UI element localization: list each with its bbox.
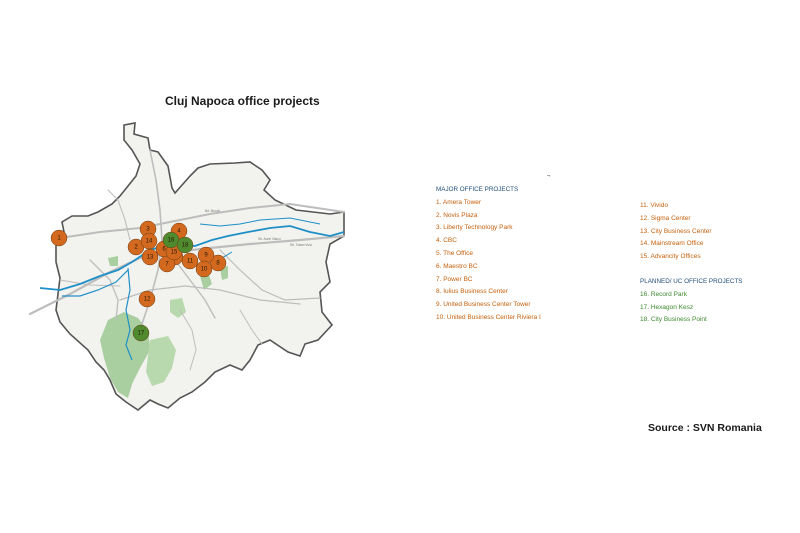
project-marker-16[interactable]: 16 (162, 231, 180, 249)
legend-item: 13. City Business Center (640, 227, 712, 235)
project-marker-10[interactable]: 10 (195, 260, 213, 278)
river-tributary (125, 267, 133, 361)
marker-label: 3 (146, 227, 150, 233)
legend-item: 15. Advancity Offices (640, 253, 701, 261)
legend-item: 9. United Business Center Tower (436, 301, 531, 309)
river-somes (39, 225, 345, 291)
project-marker-17[interactable]: 17 (132, 324, 150, 342)
marker-label: 13 (147, 255, 154, 261)
legend-item: 3. Liberty Technology Park (436, 224, 513, 232)
legend-item: 4. CBC (436, 237, 457, 245)
project-marker-1[interactable]: 1 (50, 229, 68, 247)
marker-label: 6 (162, 247, 166, 253)
road-label: Bd. Muncii (205, 209, 220, 213)
legend-major-right: 11. Vivido 12. Sigma Center 13. City Busin… (640, 200, 712, 264)
project-marker-14[interactable]: 14 (140, 232, 158, 250)
park-area (108, 256, 118, 266)
marker-label: 2 (134, 245, 138, 251)
legend-item: 18. City Business Point (640, 316, 707, 324)
legend-header-major: MAJOR OFFICE PROJECTS (436, 186, 519, 193)
legend-planned: PLANNED/ UC OFFICE PROJECTS 16. Record P… (640, 276, 743, 327)
canal (199, 217, 321, 227)
map-title: Cluj Napoca office projects (165, 94, 320, 108)
marker-circle (50, 229, 68, 247)
marker-label: 4 (177, 229, 181, 235)
marker-label: 9 (204, 253, 208, 259)
marker-label: 15 (171, 250, 178, 256)
road-label: Str. Traian Vuia (290, 243, 312, 247)
project-marker-11[interactable]: 11 (181, 252, 199, 270)
legend-item: 17. Hexagon Kesz (640, 303, 694, 311)
marker-circle (181, 252, 199, 270)
marker-circle (140, 232, 158, 250)
legend-item: 8. Iulius Business Center (436, 288, 508, 296)
marker-label: 12 (144, 297, 151, 303)
marker-circle (138, 290, 156, 308)
project-marker-13[interactable]: 13 (141, 248, 159, 266)
marker-circle (176, 236, 194, 254)
park-area (146, 336, 176, 386)
legend-item: 11. Vivido (640, 202, 668, 209)
river-nadas (62, 269, 129, 297)
project-marker-18[interactable]: 18 (176, 236, 194, 254)
marker-label: 14 (146, 239, 153, 245)
project-markers: 123456789101112131415161718 (50, 220, 227, 342)
marker-label: 10 (201, 267, 208, 273)
marker-circle (209, 254, 227, 272)
legend-item: 1. Amera Tower (436, 198, 482, 206)
legend-item: 5. The Office (436, 249, 473, 257)
marker-label: 1 (57, 236, 61, 242)
legend-item: 6. Maestro BC (436, 262, 478, 270)
legend-item: 14. Mainstream Office (640, 240, 704, 248)
legend-header-planned: PLANNED/ UC OFFICE PROJECTS (640, 278, 743, 285)
marker-label: 16 (168, 238, 175, 244)
legend-item: 7. Power BC (436, 275, 473, 283)
road-label: Str. Aurel Vlaicu (258, 237, 281, 241)
project-marker-8[interactable]: 8 (209, 254, 227, 272)
legend-major-left: MAJOR OFFICE PROJECTS 1. Amera Tower 2. N… (436, 184, 541, 325)
marker-label: 18 (182, 243, 189, 249)
project-marker-12[interactable]: 12 (138, 290, 156, 308)
marker-label: 8 (216, 261, 220, 267)
marker-circle (195, 260, 213, 278)
marker-circle (132, 324, 150, 342)
marker-label: 7 (165, 262, 169, 268)
marker-label: 11 (187, 259, 194, 265)
project-marker-9[interactable]: 9 (197, 246, 215, 264)
legend-item: 10. United Business Center Riviera I (436, 313, 541, 321)
stray-mark: ¬ (547, 173, 550, 179)
source-credit: Source : SVN Romania (648, 422, 762, 434)
legend-item: 2. Novis Plaza (436, 211, 478, 219)
legend-item: 16. Record Park (640, 290, 687, 298)
legend-item: 12. Sigma Center (640, 214, 691, 222)
marker-label: 17 (138, 331, 145, 337)
